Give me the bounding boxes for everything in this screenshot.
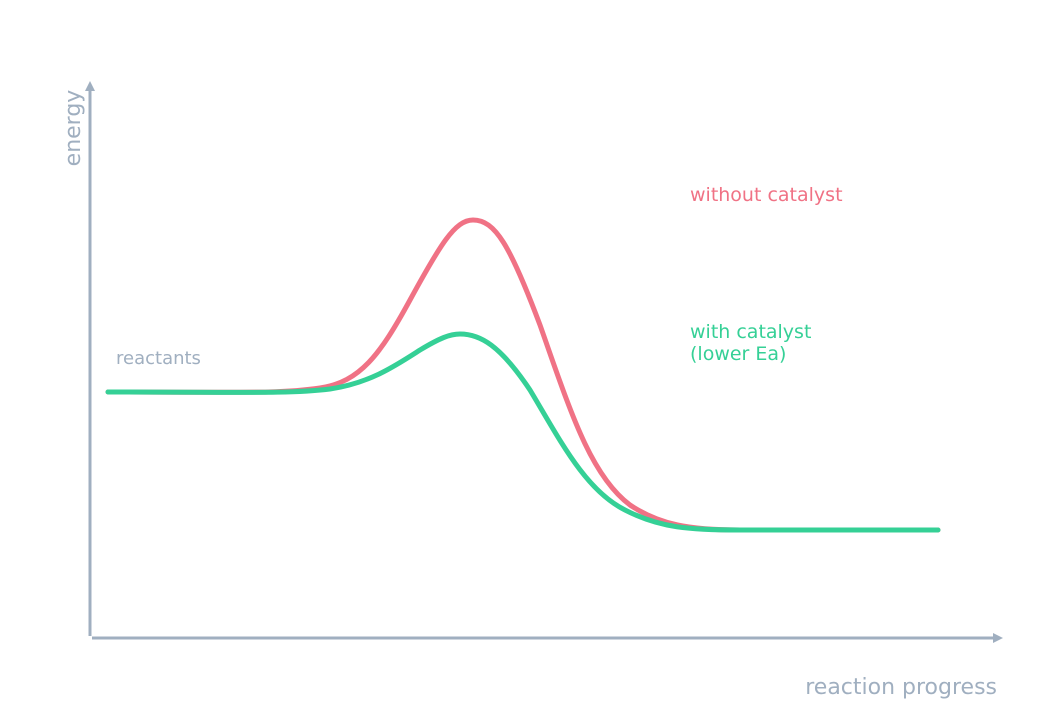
curve-without-catalyst xyxy=(105,217,941,533)
y-axis-label: energy xyxy=(61,90,86,167)
x-axis-label: reaction progress xyxy=(805,675,997,700)
curve-with-catalyst xyxy=(105,331,941,533)
without-catalyst-label: without catalyst xyxy=(690,184,843,206)
with-catalyst-label: with catalyst xyxy=(690,321,811,343)
with-catalyst-sublabel: (lower Ea) xyxy=(690,343,786,365)
reactants-label: reactants xyxy=(116,348,201,369)
